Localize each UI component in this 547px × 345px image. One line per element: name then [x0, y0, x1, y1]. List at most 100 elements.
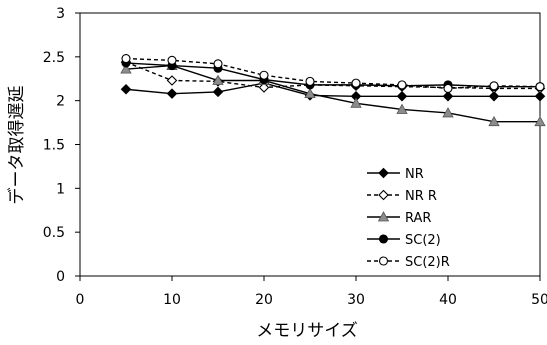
y-tick-label: 0.5	[43, 225, 65, 241]
data-point	[534, 91, 546, 102]
filled-diamond-marker	[378, 167, 389, 179]
legend-entry: RAR	[367, 211, 431, 226]
plot-frame	[79, 12, 541, 277]
triangle-marker	[396, 103, 408, 114]
open-diamond-marker	[378, 189, 389, 201]
y-axis-title: データ取得遅延	[6, 86, 27, 205]
series-nr	[120, 77, 546, 102]
data-point	[120, 83, 132, 95]
triangle-marker	[304, 87, 316, 99]
triangle-marker	[350, 97, 362, 108]
data-point	[442, 107, 454, 118]
y-tick-label: 2	[56, 94, 65, 110]
x-tick-label: 10	[163, 292, 181, 308]
y-tick-label: 0	[56, 269, 65, 285]
series-nr-r	[120, 56, 546, 94]
data-point	[488, 115, 500, 127]
data-point	[258, 82, 270, 93]
data-point	[304, 87, 316, 99]
data-point	[305, 76, 315, 86]
data-point	[535, 82, 545, 92]
legend-entry: SC(2)R	[367, 255, 450, 270]
filled-diamond-marker	[442, 91, 454, 102]
legend-marker	[378, 256, 389, 266]
legend: NR NR R RAR SC(2) SC(2)R	[367, 167, 450, 270]
open-circle-marker	[305, 76, 315, 86]
open-circle-marker	[259, 70, 269, 80]
filled-diamond-marker	[120, 83, 132, 95]
open-circle-marker	[443, 83, 453, 93]
open-circle-marker	[351, 78, 361, 88]
y-tick-label: 2.5	[43, 50, 65, 66]
legend-marker	[378, 167, 389, 179]
data-point	[120, 63, 132, 74]
triangle-marker	[120, 63, 132, 74]
x-axis-title: メモリサイズ	[256, 321, 358, 340]
data-point	[121, 54, 131, 64]
open-diamond-marker	[166, 75, 178, 86]
x-tick-label: 50	[531, 292, 547, 308]
filled-diamond-marker	[166, 88, 178, 99]
data-point	[396, 103, 408, 114]
data-point	[212, 74, 224, 85]
triangle-marker	[212, 74, 224, 85]
legend-label: SC(2)	[405, 233, 441, 248]
x-tick-label: 0	[76, 292, 85, 308]
filled-diamond-marker	[212, 86, 224, 98]
filled-circle-marker	[378, 234, 389, 244]
data-point	[259, 70, 269, 80]
legend-marker	[378, 189, 389, 201]
open-circle-marker	[535, 82, 545, 92]
filled-diamond-marker	[488, 91, 500, 102]
legend-marker	[377, 211, 390, 222]
filled-diamond-marker	[396, 91, 408, 102]
x-tick-label: 30	[347, 292, 365, 308]
data-point	[167, 55, 177, 65]
legend-entry: NR R	[367, 189, 437, 204]
triangle-marker	[488, 115, 500, 127]
series-line	[125, 64, 540, 123]
data-point	[534, 115, 546, 127]
y-tick-label: 1	[56, 181, 65, 197]
legend-label: NR	[405, 167, 424, 182]
data-point	[213, 59, 223, 69]
open-circle-marker	[213, 59, 223, 69]
data-point	[442, 91, 454, 102]
data-point	[212, 86, 224, 98]
legend-label: NR R	[405, 189, 437, 204]
data-point	[351, 78, 361, 88]
y-tick-label: 3	[56, 6, 65, 22]
filled-diamond-marker	[534, 91, 546, 102]
data-point	[350, 97, 362, 108]
open-circle-marker	[489, 81, 499, 91]
open-circle-marker	[121, 54, 131, 64]
triangle-marker	[442, 107, 454, 118]
legend-entry: NR	[367, 167, 424, 182]
series-line	[125, 62, 540, 88]
open-diamond-marker	[258, 82, 270, 93]
legend-label: RAR	[405, 211, 431, 226]
legend-label: SC(2)R	[405, 255, 450, 270]
open-circle-marker	[397, 80, 407, 90]
series-line	[125, 82, 540, 97]
series-sc-2-r	[121, 54, 545, 93]
legend-marker	[378, 234, 389, 244]
open-circle-marker	[167, 55, 177, 65]
data-point	[397, 80, 407, 90]
data-point	[489, 81, 499, 91]
legend-entry: SC(2)	[367, 233, 441, 248]
data-point	[443, 83, 453, 93]
triangle-marker	[377, 211, 390, 222]
open-circle-marker	[378, 256, 389, 266]
series-layer	[120, 54, 546, 127]
triangle-marker	[534, 115, 546, 127]
x-tick-label: 40	[439, 292, 457, 308]
axes: 0 10 20 30 40 50 0 0.5 1 1.5 2 2.5 3	[43, 6, 547, 308]
data-point	[166, 88, 178, 99]
series-line	[125, 57, 541, 90]
data-point	[396, 91, 408, 102]
data-point	[166, 75, 178, 86]
x-tick-label: 20	[255, 292, 273, 308]
